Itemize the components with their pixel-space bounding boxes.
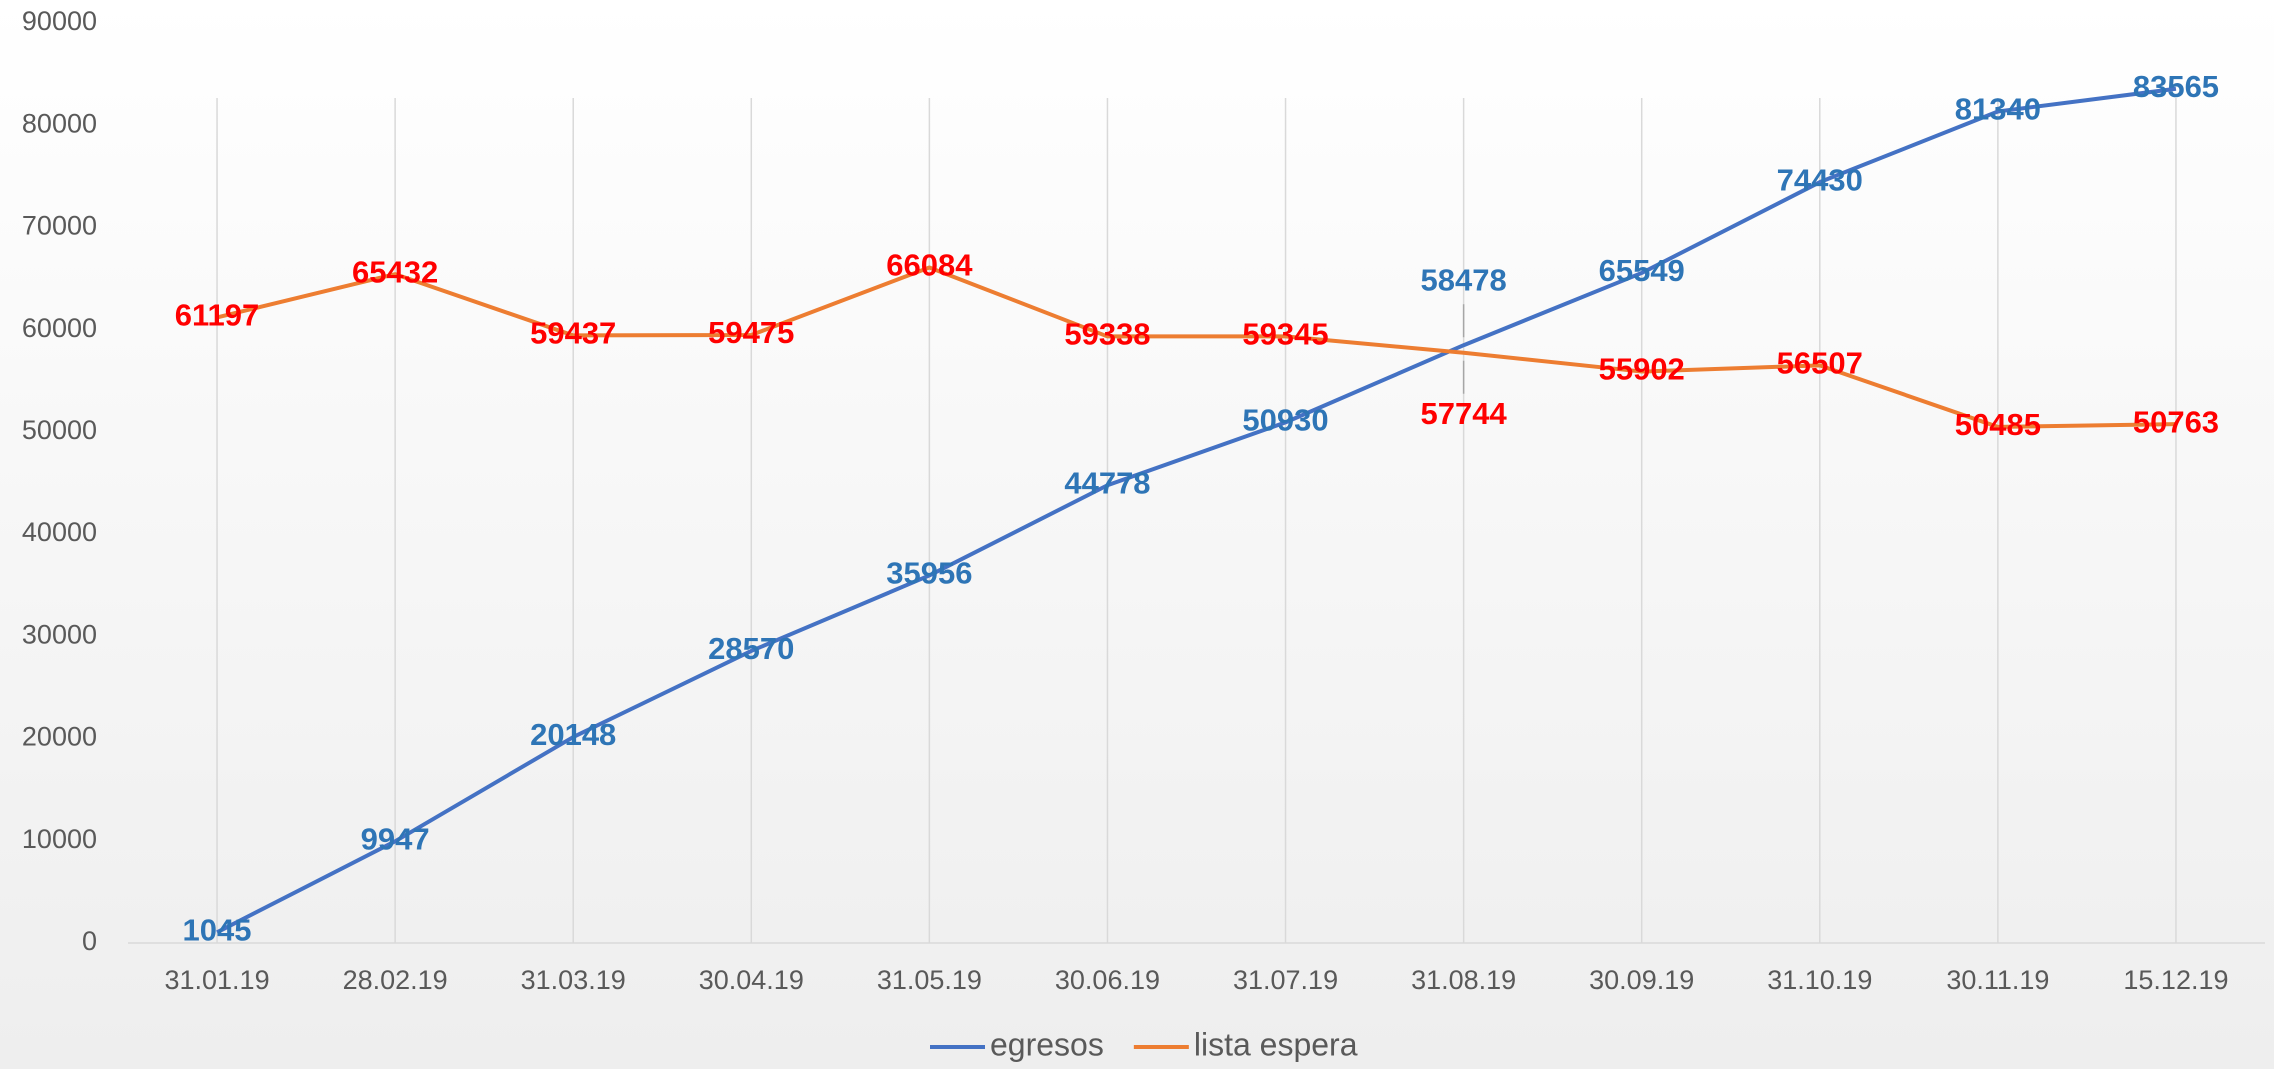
data-label: 35956	[886, 556, 972, 591]
series-line	[216, 265, 2176, 429]
y-tick-label: 90000	[22, 6, 97, 36]
x-tick-label: 30.06.19	[1055, 965, 1160, 995]
data-label: 65549	[1599, 253, 1685, 288]
y-tick-label: 30000	[22, 619, 97, 649]
x-tick-label: 15.12.19	[2123, 965, 2228, 995]
data-label: 28570	[708, 631, 794, 666]
data-label: 1045	[183, 913, 252, 948]
data-label: 81340	[1955, 92, 2041, 127]
y-tick-label: 10000	[22, 824, 97, 854]
data-label: 57744	[1421, 396, 1508, 431]
x-tick-label: 30.09.19	[1589, 965, 1694, 995]
x-tick-label: 31.07.19	[1233, 965, 1338, 995]
y-tick-label: 0	[82, 926, 97, 956]
y-tick-label: 40000	[22, 517, 97, 547]
x-tick-label: 30.11.19	[1946, 965, 2049, 995]
data-label: 58478	[1421, 262, 1507, 297]
legend-label: egresos	[990, 1026, 1104, 1062]
x-tick-label: 31.10.19	[1767, 965, 1872, 995]
data-label: 74430	[1777, 162, 1863, 197]
data-label: 9947	[361, 822, 430, 857]
data-label: 55902	[1599, 352, 1685, 387]
legend-label: lista espera	[1194, 1026, 1358, 1062]
x-tick-label: 31.01.19	[164, 965, 269, 995]
data-label: 83565	[2133, 69, 2219, 104]
series-line	[216, 86, 2177, 935]
data-label: 50485	[1955, 407, 2041, 442]
x-tick-label: 31.08.19	[1411, 965, 1516, 995]
data-label: 20148	[530, 717, 616, 752]
data-label: 50930	[1242, 403, 1328, 438]
data-label: 56507	[1777, 346, 1863, 381]
x-tick-label: 28.02.19	[343, 965, 448, 995]
x-tick-label: 30.04.19	[699, 965, 804, 995]
data-label: 59437	[530, 316, 616, 351]
data-label: 50763	[2133, 404, 2219, 439]
data-label: 59338	[1064, 317, 1150, 352]
data-label: 65432	[352, 254, 438, 289]
y-tick-label: 20000	[22, 722, 97, 752]
y-tick-label: 70000	[22, 211, 97, 241]
data-label: 66084	[886, 248, 973, 283]
data-label: 59475	[708, 315, 794, 350]
data-label: 44778	[1064, 465, 1150, 500]
y-tick-label: 50000	[22, 415, 97, 445]
data-label: 59345	[1242, 317, 1328, 352]
y-tick-label: 80000	[22, 108, 97, 138]
x-tick-label: 31.03.19	[521, 965, 626, 995]
x-tick-label: 31.05.19	[877, 965, 982, 995]
y-tick-label: 60000	[22, 313, 97, 343]
data-label: 61197	[175, 298, 260, 333]
